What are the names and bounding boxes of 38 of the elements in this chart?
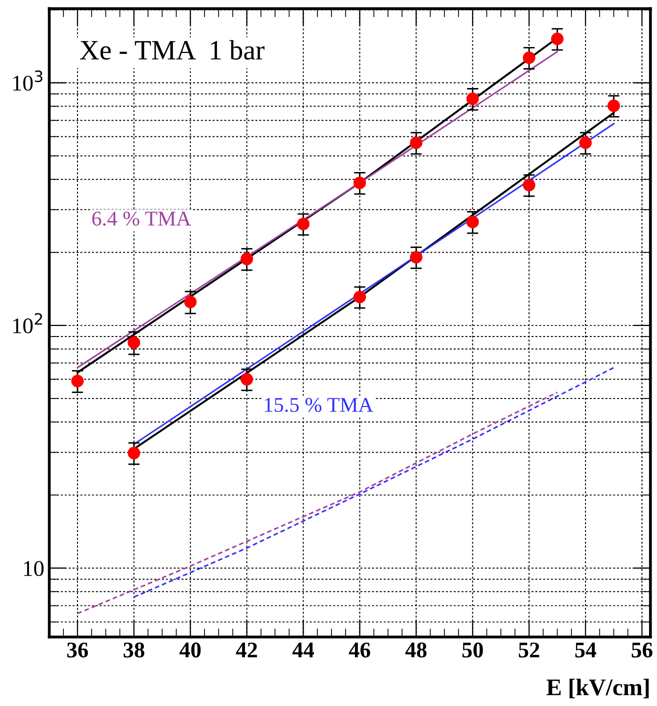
- x-axis-title: E [kV/cm]: [546, 678, 649, 698]
- point: [579, 136, 592, 150]
- point: [71, 374, 84, 388]
- point: [410, 251, 422, 264]
- point: [522, 52, 536, 64]
- x-tick-label: 54: [575, 642, 596, 658]
- y-tick-label: 10$^{2}$: [13, 313, 42, 334]
- x-tick-label: 52: [518, 642, 540, 658]
- x-tick-label: 36: [67, 642, 88, 658]
- point: [410, 136, 422, 150]
- point: [551, 32, 564, 46]
- point: [522, 178, 536, 192]
- y-tick-label: 10$^{3}$: [13, 70, 42, 91]
- point: [184, 296, 197, 308]
- text: 6.4 % TMA: [92, 212, 191, 226]
- point: [353, 290, 366, 304]
- x-tick-label: 46: [348, 642, 370, 658]
- x-tick-label: 42: [236, 642, 257, 658]
- line-series: [76, 392, 558, 614]
- point: [240, 373, 254, 386]
- x-tick-label: 48: [405, 642, 427, 658]
- y-tick-label: 10: [24, 561, 44, 576]
- x-tick-label: 56: [632, 642, 652, 658]
- point: [466, 92, 479, 106]
- point: [297, 218, 310, 230]
- x-tick-label: 40: [180, 642, 201, 658]
- x-tick-label: 50: [462, 642, 483, 658]
- point: [128, 336, 140, 349]
- point: [240, 252, 254, 266]
- line-series: [133, 366, 615, 598]
- point: [353, 176, 366, 190]
- annotation: Xe - TMA 1 bar: [80, 40, 265, 60]
- x-tick-label: 38: [124, 642, 144, 658]
- point: [128, 446, 140, 460]
- series-label: 15.5 % TMA: [264, 398, 374, 412]
- point: [466, 216, 479, 228]
- point: [607, 100, 620, 112]
- x-tick-label: 44: [292, 642, 314, 658]
